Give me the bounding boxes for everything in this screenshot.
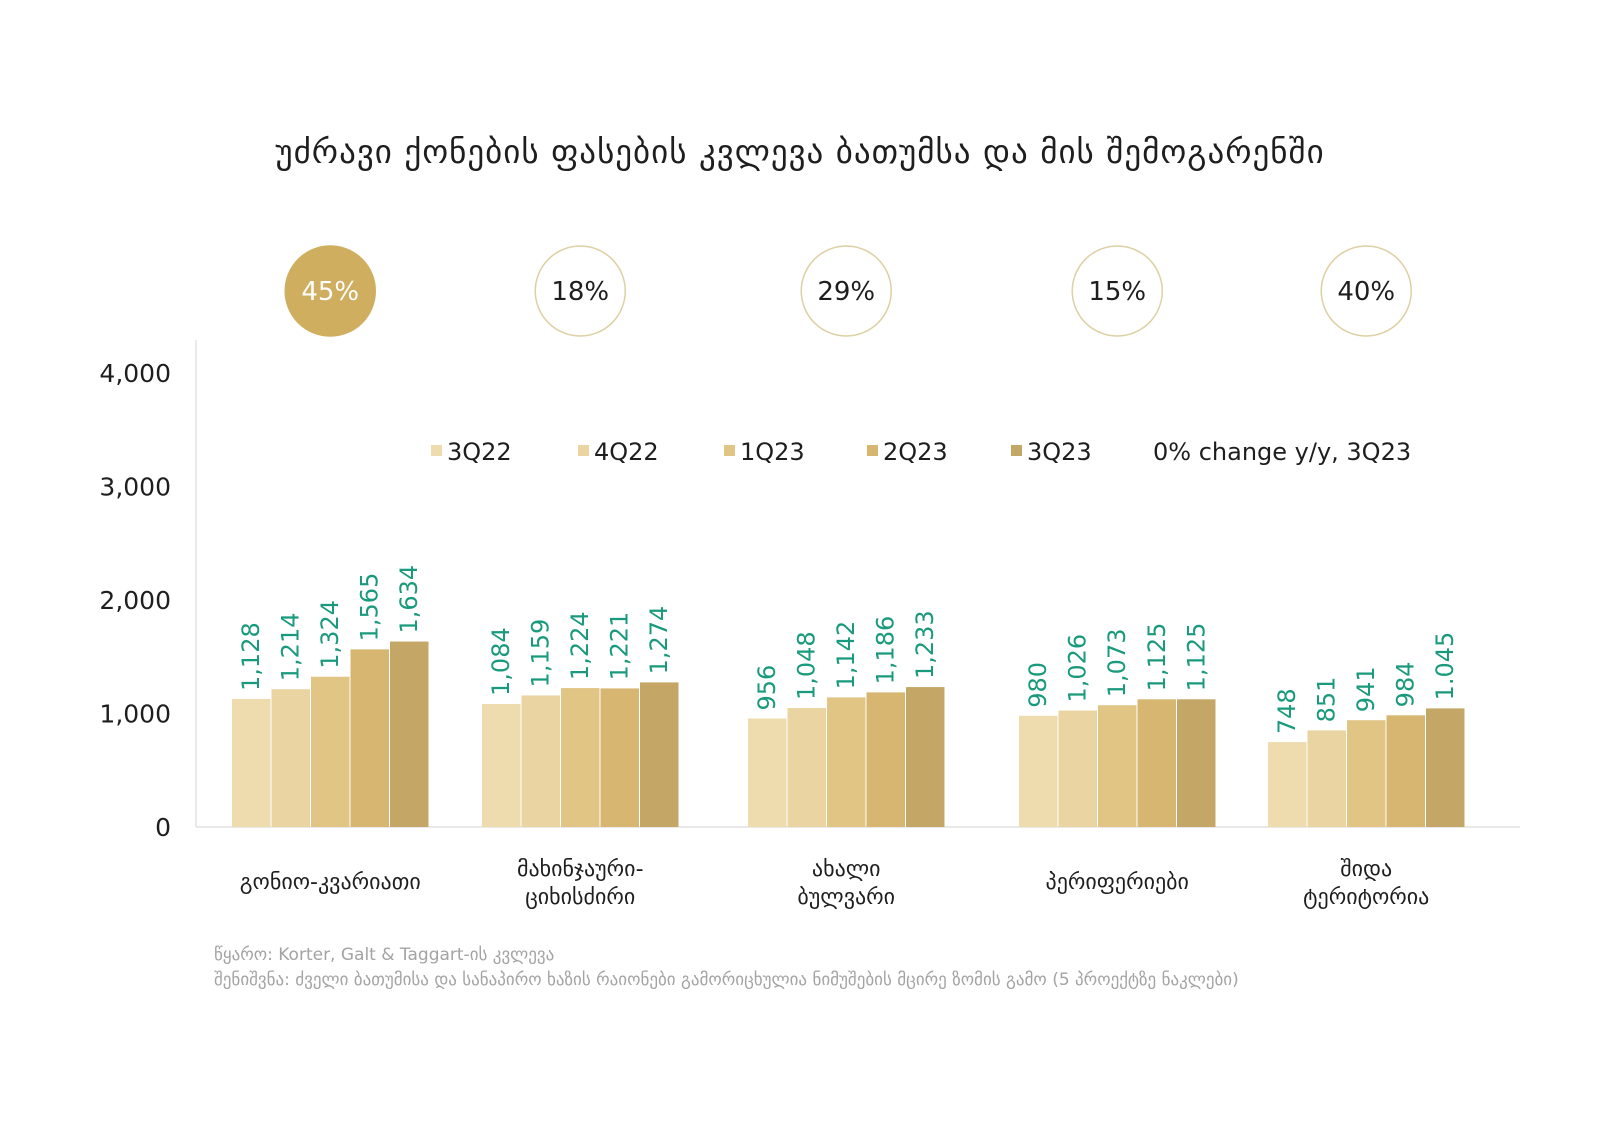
source-note: წყარო: Korter, Galt & Taggart-ის კვლევა: [214, 945, 555, 965]
value-label: 1,125: [1143, 623, 1171, 692]
legend-label: 3Q23: [1027, 438, 1092, 466]
value-label: 1,026: [1064, 634, 1092, 703]
bar: [1098, 705, 1137, 827]
value-label: 1,274: [645, 606, 673, 675]
y-tick-label: 0: [155, 813, 171, 842]
change-label: 40%: [1337, 277, 1395, 307]
bar: [1019, 715, 1058, 827]
bar: [906, 687, 945, 827]
value-label: 1,128: [237, 622, 265, 691]
legend-label: 3Q22: [447, 438, 512, 466]
bar: [1386, 715, 1425, 827]
value-label: 1,084: [487, 627, 515, 696]
legend-label: 0% change y/y, 3Q23: [1153, 438, 1411, 466]
legend-swatch: [578, 445, 589, 456]
bar: [482, 703, 521, 827]
value-label: 1.045: [1431, 632, 1459, 701]
bar: [1137, 699, 1176, 827]
legend-swatch: [1011, 445, 1022, 456]
value-label: 1,186: [872, 616, 900, 685]
bar: [787, 708, 826, 827]
bar: [748, 718, 787, 827]
category-label: ციხისძირი: [525, 885, 635, 910]
bar: [600, 688, 639, 827]
bar: [1426, 708, 1465, 827]
footnotes: წყარო: Korter, Galt & Taggart-ის კვლევა …: [214, 943, 1239, 993]
value-label: 748: [1273, 688, 1301, 734]
bar: [827, 697, 866, 827]
value-label: 1,324: [316, 600, 344, 669]
bar: [1177, 699, 1216, 827]
category-label: ბულვარი: [797, 885, 895, 910]
legend-swatch: [431, 445, 442, 456]
legend-label: 4Q22: [594, 438, 659, 466]
bar: [350, 649, 389, 827]
legend-swatch: [724, 445, 735, 456]
change-circle: [800, 245, 892, 337]
chart-title: უძრავი ქონების ფასების კვლევა ბათუმსა და…: [275, 132, 1325, 171]
value-label: 1,159: [527, 619, 555, 688]
category-label: ახალი: [812, 857, 881, 882]
change-circle: [1320, 245, 1412, 337]
value-label: 980: [1024, 662, 1052, 708]
legend-swatch: [867, 445, 878, 456]
category-label: შიდა: [1340, 857, 1392, 882]
bar: [271, 689, 310, 827]
value-label: 956: [753, 665, 781, 711]
legend-label: 2Q23: [883, 438, 948, 466]
category-label: მახინჯაური-: [517, 857, 644, 882]
bar: [521, 695, 560, 827]
bar: [1268, 742, 1307, 827]
change-circle: [1071, 245, 1163, 337]
value-label: 984: [1392, 662, 1420, 708]
y-tick-label: 2,000: [99, 586, 171, 615]
value-label: 1,224: [566, 611, 594, 680]
y-tick-label: 3,000: [99, 473, 171, 502]
category-label: ტერიტორია: [1303, 885, 1429, 910]
legend-label: 1Q23: [740, 438, 805, 466]
bar: [1058, 710, 1097, 827]
bar: [1307, 730, 1346, 827]
bar: [390, 641, 429, 827]
value-label: 1,565: [356, 573, 384, 642]
y-tick-label: 4,000: [99, 359, 171, 388]
bar: [311, 676, 350, 827]
value-label: 1,214: [277, 612, 305, 681]
y-tick-label: 1,000: [99, 700, 171, 729]
value-label: 1,221: [606, 612, 634, 681]
bar: [561, 688, 600, 827]
change-label: 15%: [1088, 277, 1146, 307]
value-label: 1,634: [395, 565, 423, 634]
category-label: პერიფერიები: [1046, 870, 1189, 895]
bar: [866, 692, 905, 827]
value-label: 1,073: [1103, 628, 1131, 697]
value-label: 941: [1352, 666, 1380, 712]
category-label: გონიო-კვარიათი: [240, 870, 421, 895]
exclusion-note: შენიშვნა: ძველი ბათუმისა და სანაპირო ხაზ…: [214, 970, 1239, 990]
value-label: 1,233: [911, 610, 939, 679]
change-circle: [534, 245, 626, 337]
value-label: 1,142: [832, 621, 860, 690]
change-label: 29%: [817, 277, 875, 307]
value-label: 1,048: [793, 631, 821, 700]
bar: [232, 698, 271, 827]
change-label: 45%: [301, 277, 359, 307]
value-label: 1,125: [1182, 623, 1210, 692]
change-circle: [284, 245, 376, 337]
bar: [640, 682, 679, 827]
change-label: 18%: [551, 277, 609, 307]
value-label: 851: [1313, 677, 1341, 723]
bar: [1347, 720, 1386, 827]
